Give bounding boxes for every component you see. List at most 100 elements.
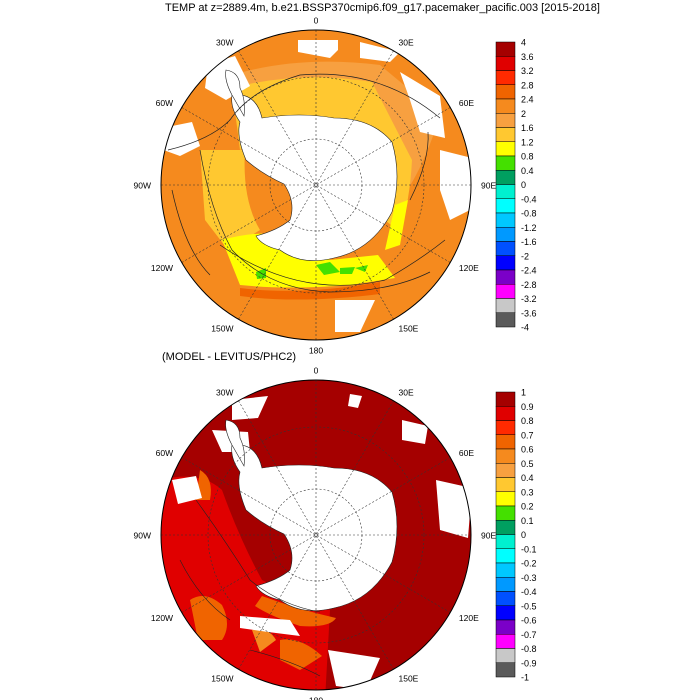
cbar-top-label-20: -4 <box>521 323 529 333</box>
cbar-top-label-14: -1.6 <box>521 237 537 247</box>
chart-title-top: TEMP at z=2889.4m, b.e21.BSSP370cmip6.f0… <box>165 2 600 14</box>
cbar-bot-label-13: -0.3 <box>521 573 537 583</box>
diff-land-n1 <box>232 396 268 420</box>
diff-land-e <box>436 480 471 538</box>
cbar-top-label-15: -2 <box>521 251 529 261</box>
cbar-bot-label-8: 0.2 <box>521 502 534 512</box>
diff-land-w <box>172 476 202 504</box>
cbar-top-swatch-11 <box>495 198 516 214</box>
diff-land-s2 <box>328 650 380 690</box>
lon-label-bottom-3: 90E <box>481 531 496 541</box>
cbar-bot-swatch-3 <box>495 434 516 450</box>
contour-1 <box>167 73 441 151</box>
cbar-bot-label-15: -0.5 <box>521 601 537 611</box>
cbar-bot-label-1: 0.9 <box>521 402 534 412</box>
lon-label-top-9: 90W <box>134 181 151 191</box>
lon-label-bottom-7: 150W <box>211 673 233 683</box>
land-patch-n2 <box>360 42 400 62</box>
cbar-bot-swatch-9 <box>495 520 516 535</box>
cbar-bot-label-3: 0.7 <box>521 430 534 440</box>
cbar-bot-swatch-15 <box>495 605 516 621</box>
lon-label-top-7: 150W <box>211 323 233 333</box>
field-green-pocket-2 <box>340 267 355 274</box>
cbar-bot-swatch-8 <box>495 505 516 521</box>
graticule-circle-outer <box>207 76 425 294</box>
diff-patch-1 <box>190 596 227 640</box>
cbar-top-swatch-4 <box>495 98 516 114</box>
cbar-top-label-6: 1.6 <box>521 123 534 133</box>
cbar-bot-label-4: 0.6 <box>521 445 534 455</box>
colorbar-bottom: 1 0.9 0.8 0.7 0.6 0.5 0.4 0.3 0.2 0.1 0 -0.1 -0.2 -0.… <box>495 388 537 683</box>
cbar-bot-label-5: 0.5 <box>521 459 534 469</box>
lon-label-top-0: 0 <box>314 16 319 26</box>
lon-label-bottom-5: 150E <box>399 673 419 683</box>
cbar-bot-label-16: -0.6 <box>521 616 537 626</box>
diff-contour-3 <box>249 649 321 677</box>
lon-label-bottom-10: 60W <box>156 448 173 458</box>
cbar-top-swatch-15 <box>495 255 516 271</box>
cbar-top-swatch-13 <box>495 227 516 242</box>
diff-patch-5 <box>178 656 210 680</box>
cbar-top-label-16: -2.4 <box>521 266 537 276</box>
cbar-bot-label-12: -0.2 <box>521 559 537 569</box>
field-green-pocket-4 <box>355 265 368 272</box>
lon-label-top-8: 120W <box>151 263 173 273</box>
antarctica <box>231 94 398 261</box>
cbar-top-label-1: 3.6 <box>521 52 534 62</box>
cbar-top-swatch-18 <box>495 298 516 313</box>
cbar-top-swatch-3 <box>495 84 516 100</box>
colorbar-top: 4 3.6 3.2 2.8 2.4 2 1.6 1.2 0.8 0.4 0 -0.4 -0.8 -1.2 -… <box>495 38 537 333</box>
land-patch-s <box>335 300 375 332</box>
longitude-labels-bottom: 0 30E 60E 90E 120E 150E 180 150W 120W 90W 60W 30W <box>134 366 497 700</box>
cbar-bot-swatch-13 <box>495 577 516 592</box>
cbar-top-label-18: -3.2 <box>521 294 537 304</box>
field-green-pocket-1 <box>316 262 340 275</box>
lon-label-top-4: 120E <box>459 263 479 273</box>
lon-label-bottom-4: 120E <box>459 613 479 623</box>
field-region-west <box>200 150 260 250</box>
cbar-bot-label-9: 0.1 <box>521 516 534 526</box>
cbar-bot-swatch-6 <box>495 477 516 492</box>
cbar-top-swatch-14 <box>495 241 516 256</box>
cbar-top-swatch-0 <box>495 41 516 57</box>
cbar-top-swatch-17 <box>495 284 516 299</box>
cbar-bot-label-14: -0.4 <box>521 587 537 597</box>
cbar-bot-swatch-17 <box>495 634 516 649</box>
diff-region-amundsen <box>255 596 336 627</box>
cbar-top-label-9: 0.4 <box>521 166 534 176</box>
field-region-east-coast <box>385 200 408 250</box>
cbar-top-label-4: 2.4 <box>521 95 534 105</box>
cbar-top-label-12: -0.8 <box>521 209 537 219</box>
cbar-top-label-17: -2.8 <box>521 280 537 290</box>
cbar-top-swatch-10 <box>495 184 516 199</box>
cbar-bot-swatch-16 <box>495 619 516 635</box>
map-boundary-top <box>160 29 472 341</box>
cbar-top-label-7: 1.2 <box>521 137 534 147</box>
cbar-top-swatch-5 <box>495 113 516 128</box>
lon-label-top-6: 180 <box>309 346 323 356</box>
antarctica-bottom <box>231 444 398 611</box>
cbar-bot-swatch-19 <box>495 662 516 678</box>
cbar-bot-label-0: 1 <box>521 388 526 398</box>
cbar-bot-label-7: 0.3 <box>521 487 534 497</box>
lon-label-top-3: 90E <box>481 181 496 191</box>
cbar-bot-swatch-11 <box>495 548 516 564</box>
cbar-bot-label-6: 0.4 <box>521 473 534 483</box>
cbar-top-label-5: 2 <box>521 109 526 119</box>
diff-contour-1 <box>195 499 321 613</box>
cbar-bot-swatch-2 <box>495 420 516 435</box>
lon-label-top-5: 150E <box>399 323 419 333</box>
polar-map-top: 0 30E 60E 90E 120E 150E 180 150W 120W 90W 60W 30W <box>134 16 497 356</box>
chart-title-bottom: (MODEL - LEVITUS/PHC2) <box>162 351 297 363</box>
cbar-top-label-13: -1.2 <box>521 223 537 233</box>
lon-label-top-2: 60E <box>459 98 474 108</box>
lon-label-bottom-9: 90W <box>134 531 151 541</box>
cbar-bot-swatch-4 <box>495 448 516 464</box>
diff-graticule-circle-outer <box>207 426 425 644</box>
cbar-top-label-19: -3.6 <box>521 308 537 318</box>
cbar-top-swatch-2 <box>495 70 516 85</box>
contour-5 <box>409 131 429 201</box>
lon-label-bottom-6: 180 <box>309 696 323 700</box>
cbar-top-swatch-16 <box>495 269 516 285</box>
